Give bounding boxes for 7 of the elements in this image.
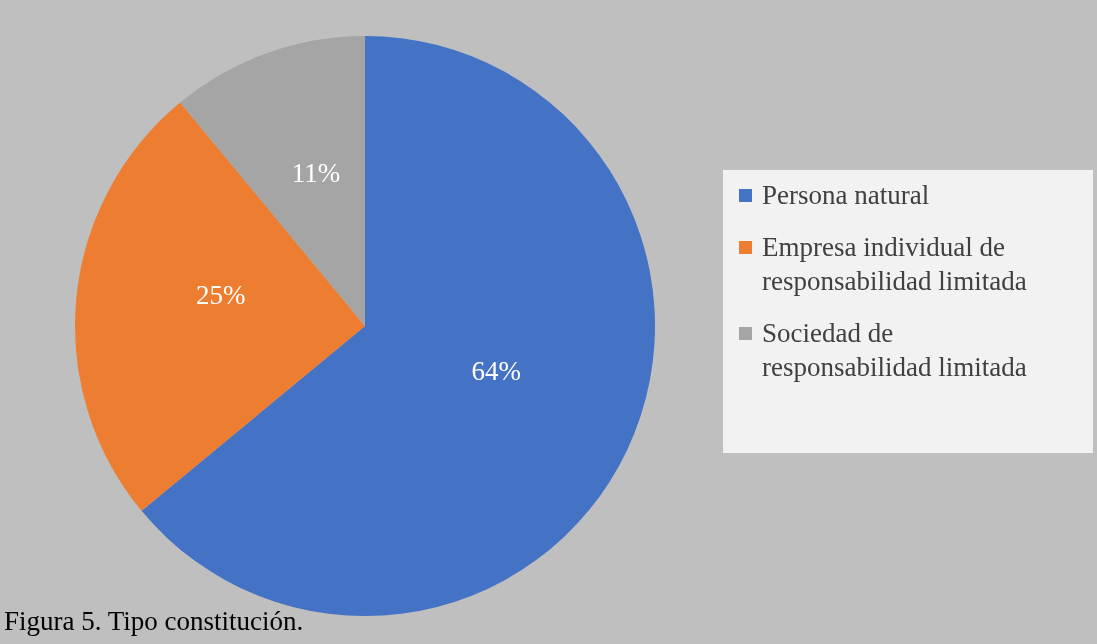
- data-label: 11%: [291, 157, 341, 188]
- data-label: 64%: [471, 355, 521, 386]
- legend-label: Empresa individual de responsabilidad limitada: [762, 231, 1028, 298]
- text: Figura 5. Tipo constitución.: [4, 606, 304, 637]
- legend-label: Persona natural: [762, 179, 931, 212]
- legend-label: Sociedad de responsabilidad limitada: [762, 317, 1028, 384]
- data-label: 25%: [195, 280, 246, 311]
